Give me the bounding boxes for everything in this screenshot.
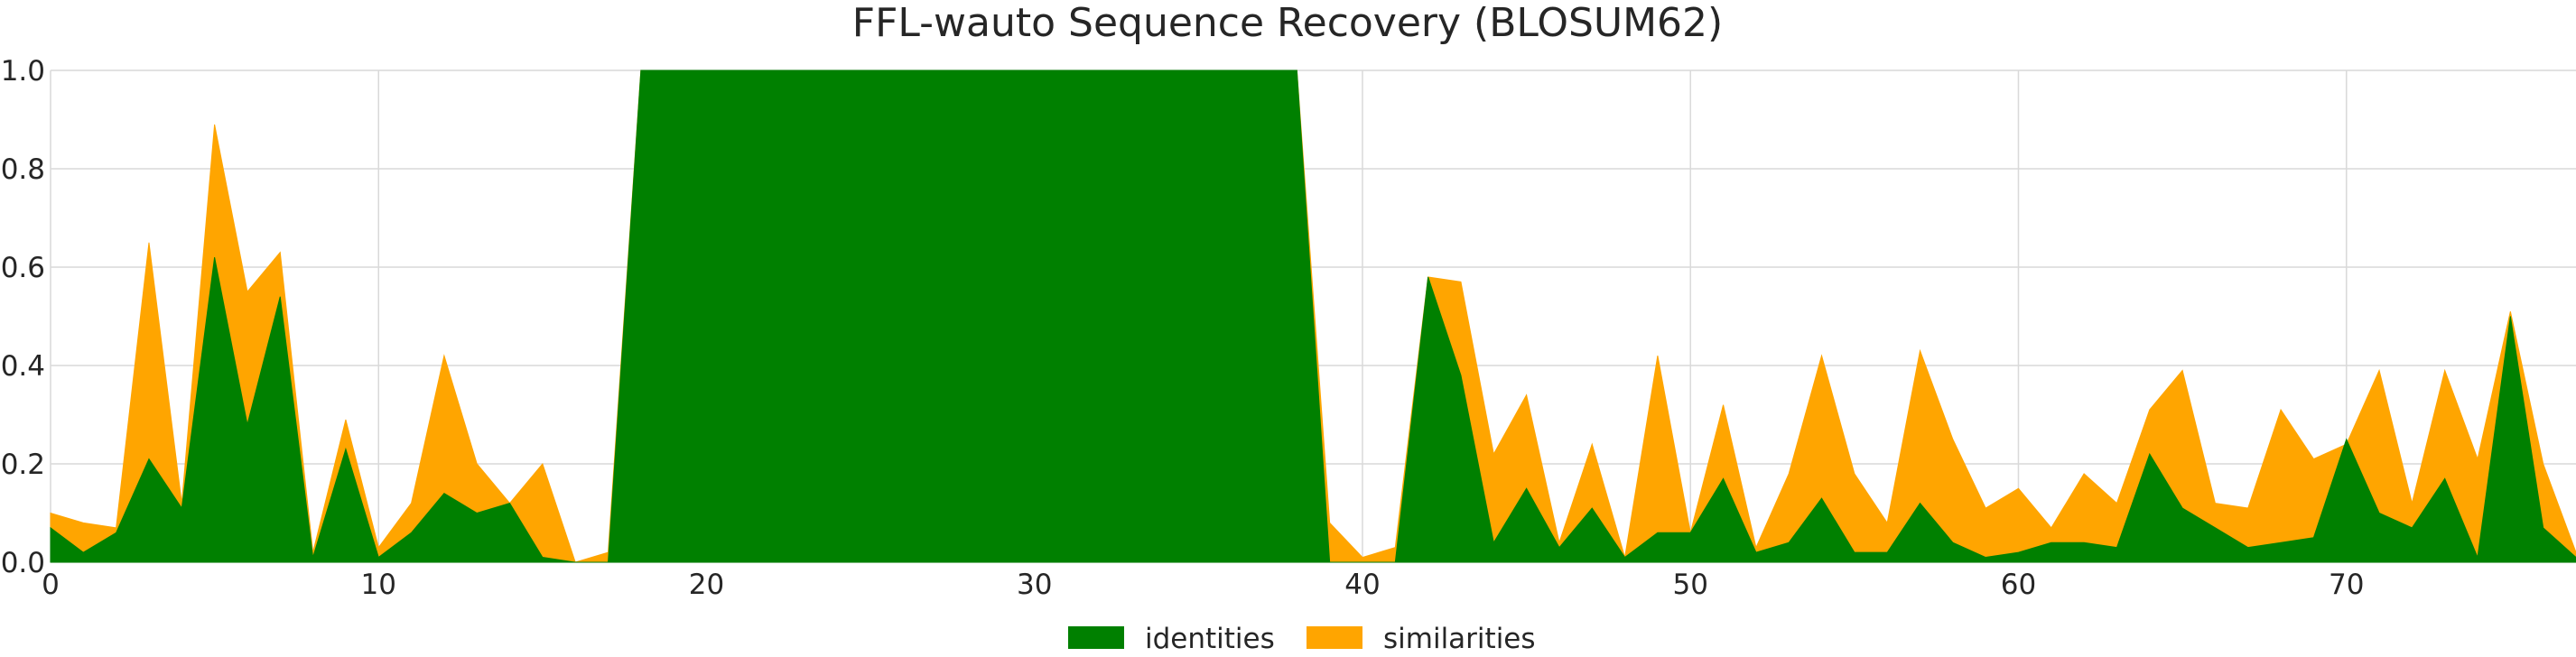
y-tick-label: 0.4 bbox=[1, 350, 45, 383]
legend-swatch-identities bbox=[1068, 626, 1124, 649]
x-tick-label: 10 bbox=[361, 569, 396, 601]
y-tick-label: 0.6 bbox=[1, 252, 45, 284]
y-tick-label: 0.2 bbox=[1, 449, 45, 481]
legend-swatch-similarities bbox=[1307, 626, 1362, 649]
y-axis-ticks: 0.0 0.2 0.4 0.6 0.8 1.0 bbox=[1, 55, 45, 579]
legend-label-similarities: similarities bbox=[1383, 623, 1536, 655]
areas bbox=[50, 69, 2576, 563]
y-tick-label: 1.0 bbox=[1, 55, 45, 88]
x-tick-label: 60 bbox=[2001, 569, 2036, 601]
area-identities bbox=[50, 69, 2576, 563]
legend-label-identities: identities bbox=[1145, 623, 1275, 655]
x-tick-label: 40 bbox=[1344, 569, 1380, 601]
x-tick-label: 50 bbox=[1673, 569, 1708, 601]
y-tick-label: 0.8 bbox=[1, 153, 45, 186]
chart-title: FFL-wauto Sequence Recovery (BLOSUM62) bbox=[852, 0, 1723, 46]
x-tick-label: 30 bbox=[1017, 569, 1052, 601]
y-tick-label: 0.0 bbox=[1, 547, 45, 579]
legend: identities similarities bbox=[1068, 623, 1536, 655]
x-tick-label: 70 bbox=[2329, 569, 2364, 601]
x-axis-ticks: 0 10 20 30 40 50 60 70 bbox=[42, 569, 2364, 601]
x-tick-label: 20 bbox=[689, 569, 724, 601]
x-tick-label: 0 bbox=[42, 569, 60, 601]
